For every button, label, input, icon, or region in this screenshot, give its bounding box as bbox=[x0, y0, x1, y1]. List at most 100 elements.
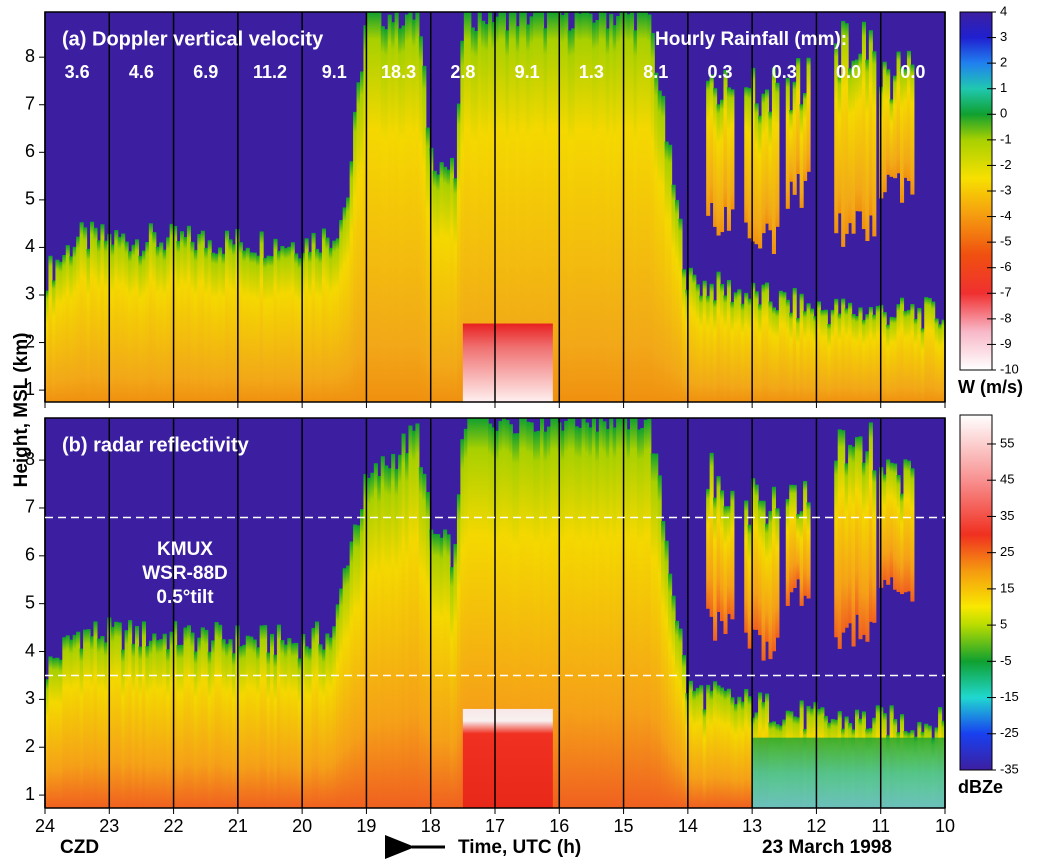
echo bbox=[249, 637, 253, 808]
echo bbox=[457, 104, 461, 402]
echo-cell bbox=[800, 104, 804, 208]
echo bbox=[561, 431, 565, 808]
echo-cell bbox=[872, 51, 876, 236]
echo bbox=[717, 685, 721, 808]
rainfall-value: 9.1 bbox=[322, 62, 347, 82]
y-tick-label: 5 bbox=[25, 592, 35, 612]
echo-cell bbox=[789, 485, 793, 593]
echo bbox=[294, 643, 298, 808]
echo bbox=[357, 525, 361, 808]
echo bbox=[156, 247, 160, 402]
echo bbox=[145, 646, 149, 808]
echo bbox=[218, 625, 222, 808]
echo-cell bbox=[807, 58, 811, 172]
echo bbox=[381, 456, 385, 808]
echo bbox=[720, 688, 724, 808]
echo bbox=[66, 245, 70, 402]
x-tick-label: 24 bbox=[35, 816, 55, 836]
x-tick-label: 21 bbox=[228, 816, 248, 836]
annotation: KMUX bbox=[157, 539, 213, 560]
echo bbox=[222, 254, 226, 402]
echo bbox=[447, 170, 451, 402]
echo bbox=[336, 238, 340, 402]
echo-cell bbox=[720, 100, 724, 232]
echo bbox=[204, 630, 208, 808]
echo-cell bbox=[800, 511, 804, 606]
echo-cell bbox=[755, 485, 759, 630]
echo bbox=[869, 307, 873, 402]
echo bbox=[253, 253, 257, 402]
echo-cell bbox=[713, 498, 717, 641]
echo bbox=[561, 15, 565, 402]
echo bbox=[907, 310, 911, 402]
echo bbox=[201, 231, 205, 402]
echo-cell bbox=[834, 461, 838, 638]
echo bbox=[803, 311, 807, 402]
echo bbox=[706, 296, 710, 402]
echo bbox=[80, 649, 84, 808]
echo bbox=[886, 325, 890, 402]
colorbar-tick-label: 1 bbox=[1000, 80, 1007, 95]
echo bbox=[83, 630, 87, 808]
x-tick-label: 17 bbox=[485, 816, 505, 836]
echo-cell bbox=[758, 116, 762, 249]
echo bbox=[820, 310, 824, 402]
echo bbox=[900, 298, 904, 402]
x-tick-label: 14 bbox=[678, 816, 698, 836]
echo bbox=[370, 12, 374, 402]
echo-cell bbox=[772, 68, 776, 254]
echo bbox=[194, 250, 198, 402]
rainfall-value: 0.0 bbox=[900, 62, 925, 82]
echo-cell bbox=[910, 468, 914, 601]
echo bbox=[187, 625, 191, 808]
echo bbox=[703, 709, 707, 808]
colorbar-tick-label: 55 bbox=[1000, 435, 1014, 450]
echo bbox=[308, 649, 312, 808]
echo bbox=[665, 541, 669, 808]
echo bbox=[627, 429, 631, 808]
echo bbox=[453, 178, 457, 402]
echo bbox=[917, 308, 921, 402]
echo bbox=[640, 428, 644, 808]
echo bbox=[633, 30, 637, 402]
echo bbox=[692, 275, 696, 402]
colorbar-tick-label: 25 bbox=[1000, 544, 1014, 559]
echo bbox=[62, 637, 66, 808]
echo-cell bbox=[744, 501, 748, 633]
echo bbox=[308, 252, 312, 402]
echo-cell bbox=[793, 485, 797, 588]
echo bbox=[260, 231, 264, 402]
core bbox=[463, 324, 553, 402]
echo-cell bbox=[713, 88, 717, 227]
echo-cell bbox=[872, 470, 876, 623]
echo-cell bbox=[723, 506, 727, 634]
y-tick-label: 7 bbox=[25, 497, 35, 517]
echo bbox=[69, 640, 73, 808]
echo bbox=[211, 640, 215, 808]
echo-cell bbox=[706, 81, 710, 216]
echo bbox=[422, 474, 426, 808]
echo bbox=[588, 427, 592, 808]
echo bbox=[277, 251, 281, 402]
echo-cell bbox=[796, 514, 800, 579]
x-axis-label: Time, UTC (h) bbox=[458, 837, 581, 858]
echo-cell bbox=[755, 103, 759, 244]
echo bbox=[654, 73, 658, 402]
echo bbox=[121, 650, 125, 808]
colorbar-tick-label: -2 bbox=[1000, 157, 1012, 172]
echo bbox=[592, 418, 596, 808]
echo-cell bbox=[765, 90, 769, 224]
echo-cell bbox=[886, 69, 890, 175]
colorbar-tick-label: 5 bbox=[1000, 617, 1007, 632]
echo bbox=[571, 418, 575, 808]
echo bbox=[723, 691, 727, 808]
echo bbox=[450, 567, 454, 808]
y-tick-label: 4 bbox=[25, 236, 35, 256]
echo bbox=[66, 635, 70, 808]
echo-cell bbox=[900, 494, 904, 594]
echo bbox=[661, 521, 665, 808]
echo bbox=[405, 453, 409, 808]
x-tick-label: 15 bbox=[614, 816, 634, 836]
echo bbox=[457, 494, 461, 808]
echo-cell bbox=[786, 78, 790, 209]
